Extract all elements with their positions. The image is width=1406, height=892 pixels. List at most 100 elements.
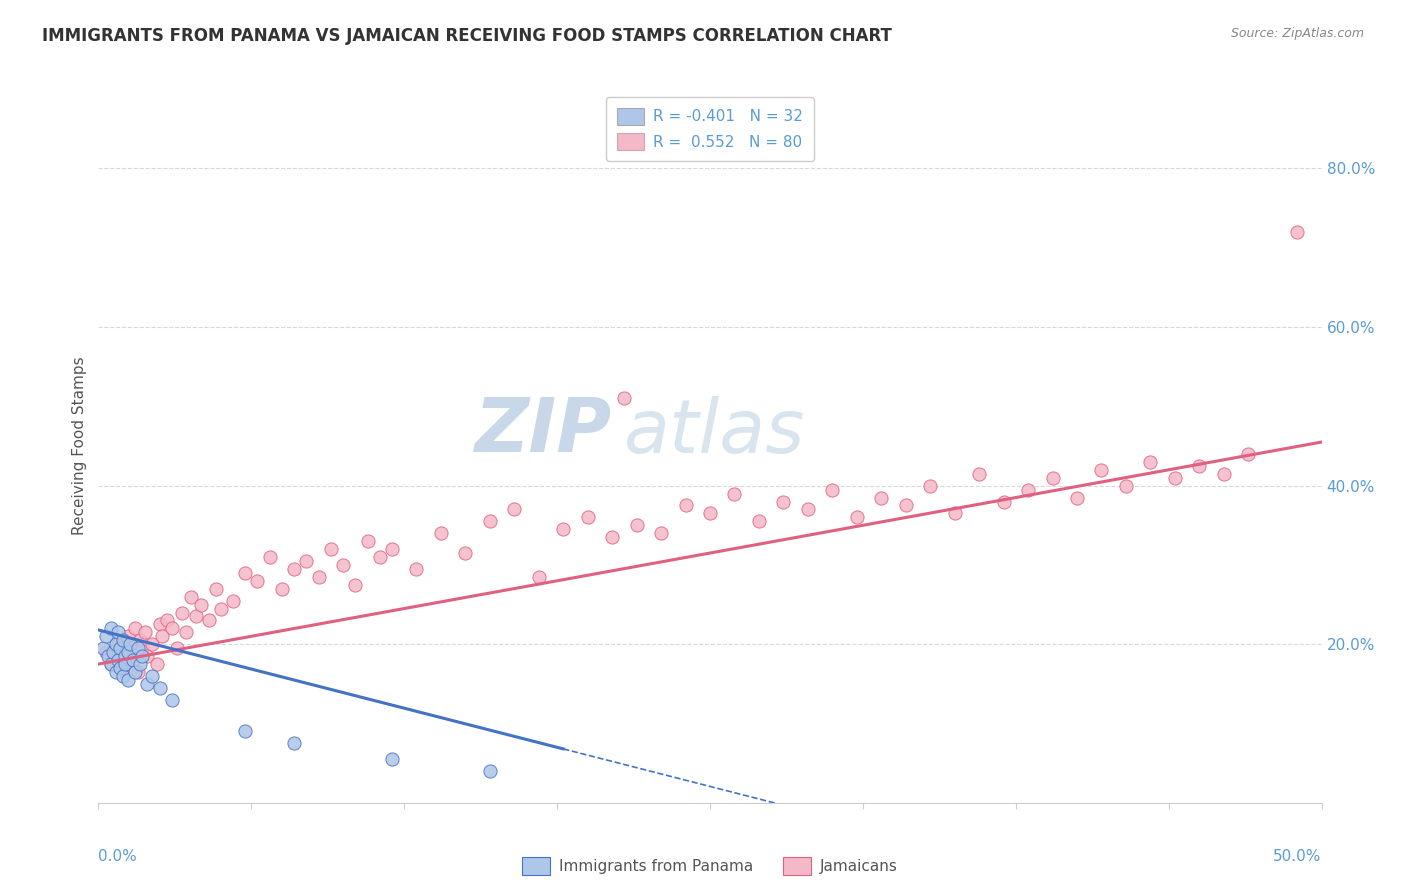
Legend: Immigrants from Panama, Jamaicans: Immigrants from Panama, Jamaicans [516, 851, 904, 880]
Point [283, 562, 305, 576]
Point [176, 625, 198, 640]
Point [222, 593, 245, 607]
Point [97, 649, 120, 664]
Point [186, 609, 208, 624]
Point [94, 645, 117, 659]
Point [600, 530, 623, 544]
Point [993, 494, 1015, 508]
Point [156, 614, 179, 628]
Point [136, 649, 159, 664]
Point [111, 661, 134, 675]
Point [1090, 463, 1112, 477]
Point [104, 649, 127, 664]
Point [104, 665, 127, 679]
Point [141, 669, 163, 683]
Point [141, 637, 163, 651]
Point [101, 645, 124, 659]
Point [527, 570, 550, 584]
Point [503, 502, 526, 516]
Point [120, 637, 142, 651]
Point [111, 669, 134, 683]
Point [129, 657, 152, 671]
Point [246, 574, 269, 588]
Text: atlas: atlas [624, 396, 806, 467]
Point [1237, 447, 1260, 461]
Point [699, 507, 721, 521]
Point [381, 752, 404, 766]
Point [259, 549, 281, 564]
Point [870, 491, 893, 505]
Point [1042, 471, 1064, 485]
Point [478, 764, 501, 778]
Point [107, 625, 129, 640]
Text: 0.0%: 0.0% [98, 849, 138, 864]
Point [117, 645, 139, 659]
Point [613, 392, 636, 406]
Point [405, 562, 427, 576]
Text: ZIP: ZIP [475, 395, 612, 468]
Point [1212, 467, 1234, 481]
Point [160, 692, 183, 706]
Point [127, 641, 149, 656]
Point [454, 546, 477, 560]
Point [332, 558, 354, 572]
Point [356, 534, 378, 549]
Point [121, 653, 143, 667]
Point [368, 549, 391, 564]
Point [381, 542, 404, 557]
Point [576, 510, 599, 524]
Point [748, 514, 770, 528]
Point [129, 633, 152, 648]
Point [270, 582, 294, 596]
Point [124, 665, 146, 679]
Point [114, 641, 136, 656]
Point [170, 606, 193, 620]
Point [149, 617, 172, 632]
Point [180, 590, 202, 604]
Y-axis label: Receiving Food Stamps: Receiving Food Stamps [72, 357, 87, 535]
Text: Source: ZipAtlas.com: Source: ZipAtlas.com [1230, 27, 1364, 40]
Point [91, 641, 114, 656]
Point [107, 653, 129, 667]
Point [233, 724, 256, 739]
Point [920, 478, 942, 492]
Point [430, 526, 453, 541]
Text: IMMIGRANTS FROM PANAMA VS JAMAICAN RECEIVING FOOD STAMPS CORRELATION CHART: IMMIGRANTS FROM PANAMA VS JAMAICAN RECEI… [42, 27, 891, 45]
Point [205, 582, 228, 596]
Point [1286, 225, 1309, 239]
Point [650, 526, 672, 541]
Point [197, 614, 219, 628]
Point [160, 621, 183, 635]
Point [209, 601, 232, 615]
Point [117, 629, 139, 643]
Point [149, 681, 172, 695]
Point [772, 494, 794, 508]
Point [150, 629, 173, 643]
Point [967, 467, 990, 481]
Point [110, 661, 132, 675]
Text: 50.0%: 50.0% [1274, 849, 1322, 864]
Point [943, 507, 966, 521]
Point [100, 657, 122, 671]
Point [233, 566, 256, 580]
Point [111, 633, 134, 648]
Point [114, 649, 136, 664]
Point [308, 570, 330, 584]
Point [120, 653, 142, 667]
Point [124, 621, 146, 635]
Point [283, 736, 305, 750]
Point [295, 554, 318, 568]
Point [146, 657, 169, 671]
Point [894, 499, 917, 513]
Point [131, 641, 153, 656]
Point [131, 649, 153, 664]
Point [1188, 458, 1211, 473]
Point [100, 657, 122, 671]
Point [166, 641, 188, 656]
Point [100, 621, 122, 635]
Point [626, 518, 648, 533]
Point [478, 514, 501, 528]
Point [797, 502, 820, 516]
Point [134, 625, 156, 640]
Point [1066, 491, 1088, 505]
